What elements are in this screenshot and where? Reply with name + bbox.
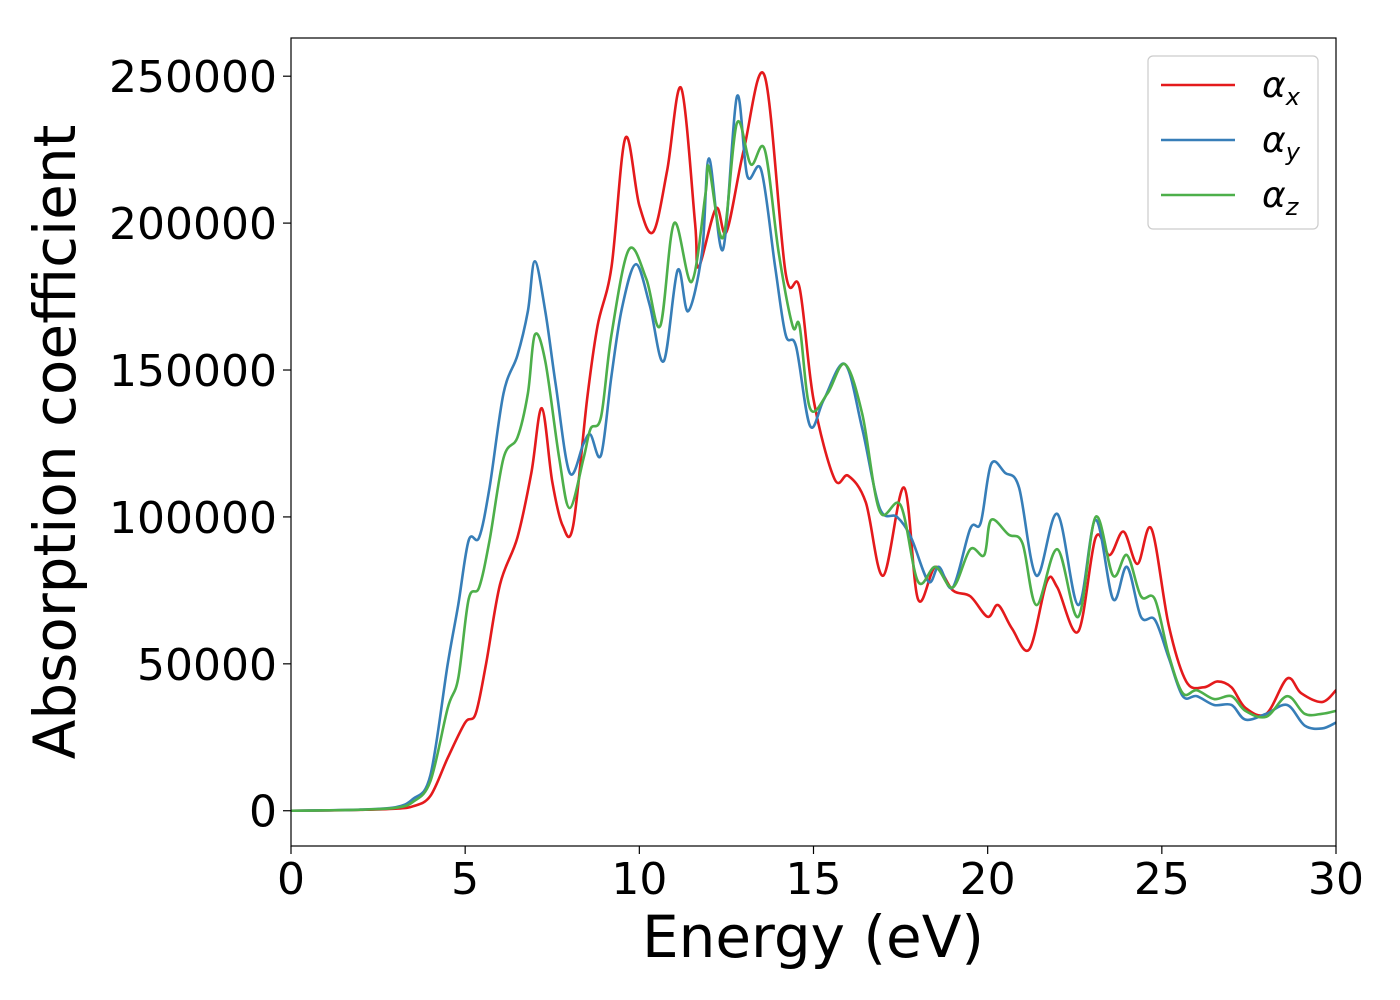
x-axis: 0 5 10 15 20 25 30: [277, 846, 1364, 905]
y-axis: 0 50000 100000 150000 200000 250000: [109, 52, 291, 838]
series-line-z: [291, 119, 1336, 813]
x-tick-label: 0: [277, 854, 305, 905]
x-axis-title: Energy (eV): [642, 903, 984, 971]
y-tick-label: 50000: [137, 640, 277, 691]
y-tick-label: 0: [249, 787, 277, 838]
legend-label-subscript: x: [1285, 83, 1301, 111]
y-tick-label: 200000: [109, 199, 277, 250]
x-tick-label: 10: [611, 854, 667, 905]
y-tick-label: 250000: [109, 52, 277, 103]
x-tick-label: 15: [786, 854, 842, 905]
series-layer: [291, 71, 1336, 813]
legend-label-x: αx: [1262, 65, 1301, 111]
series-line-x: [291, 71, 1336, 813]
y-tick-label: 150000: [109, 346, 277, 397]
legend-label-main: α: [1262, 65, 1286, 106]
x-tick-label: 30: [1308, 854, 1364, 905]
legend-box: [1147, 55, 1319, 230]
legend-label-y: αy: [1262, 120, 1301, 166]
y-axis-title: Absorption coefficient: [21, 125, 89, 760]
legend-label-main: α: [1262, 120, 1286, 161]
legend-label-subscript: y: [1285, 138, 1301, 166]
y-tick-label: 100000: [109, 493, 277, 544]
x-tick-label: 5: [451, 854, 479, 905]
series-line-y: [291, 94, 1336, 813]
legend-label-z: αz: [1262, 175, 1300, 221]
x-tick-label: 25: [1134, 854, 1190, 905]
legend-label-main: α: [1262, 175, 1286, 216]
x-tick-label: 20: [960, 854, 1016, 905]
legend-label-subscript: z: [1285, 193, 1300, 221]
